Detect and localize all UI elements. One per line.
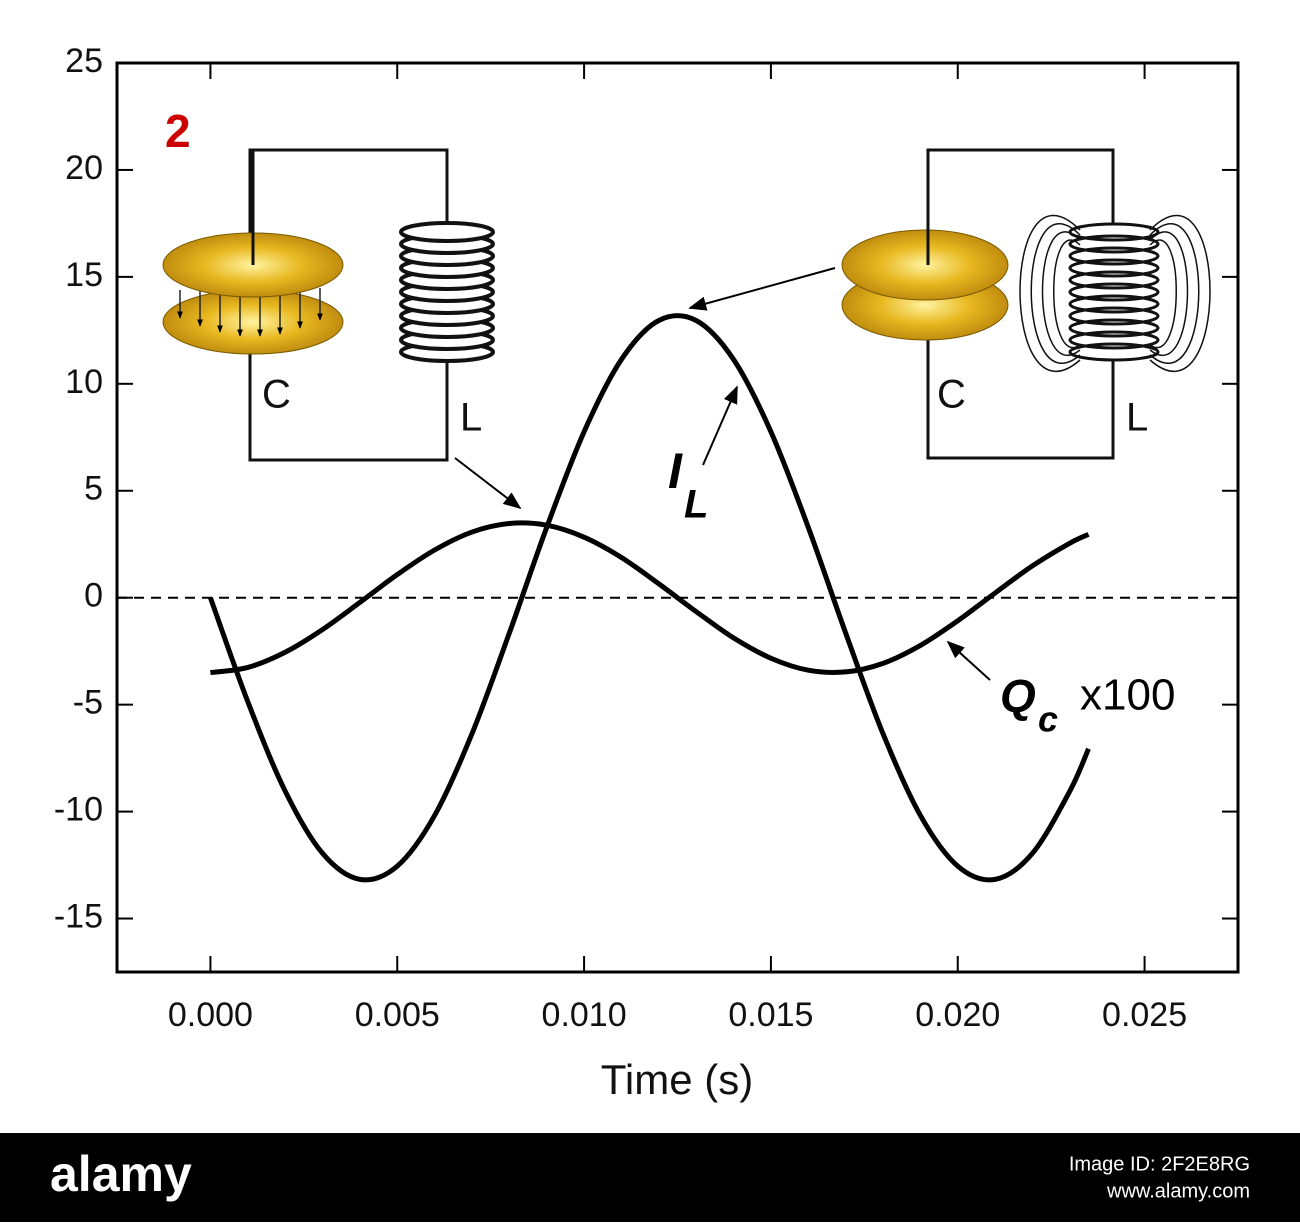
data-line xyxy=(210,520,1090,676)
y-tick-label: 0 xyxy=(84,577,103,615)
annotation-suffix: x100 xyxy=(1080,671,1175,720)
circuit-label: L xyxy=(460,396,482,440)
x-tick-label: 0.020 xyxy=(915,996,1000,1034)
y-tick-label: 25 xyxy=(65,42,103,80)
annotation-sub: L xyxy=(684,483,708,527)
circuit-left xyxy=(162,148,495,462)
x-tick-label: 0.010 xyxy=(542,996,627,1034)
x-axis-label: Time (s) xyxy=(601,1056,753,1103)
y-tick-label: 20 xyxy=(65,149,103,187)
annotation-sub: c xyxy=(1038,699,1058,740)
x-tick-label: 0.025 xyxy=(1102,996,1187,1034)
y-tick-label: -5 xyxy=(73,684,103,722)
plot-area: -15 -10 -5 0 5 10 15 20 25 0.000 0.005 0.010 0.015 0.… xyxy=(54,42,1240,1034)
y-tick-label: 5 xyxy=(84,470,103,508)
watermark-brand: alamy xyxy=(50,1146,192,1202)
watermark-bar xyxy=(0,1133,1300,1222)
circuit-right xyxy=(841,148,1211,460)
watermark-url: www.alamy.com xyxy=(1106,1180,1250,1202)
data-line xyxy=(208,313,1091,883)
chart-title: 2 xyxy=(165,105,191,157)
x-tick-label: 0.005 xyxy=(355,996,440,1034)
annotation: I xyxy=(668,443,683,499)
annotation: Q xyxy=(1000,670,1036,722)
circuit-label: C xyxy=(262,373,291,417)
watermark-id: Image ID: 2F2E8RG xyxy=(1069,1153,1250,1175)
y-tick-label: -15 xyxy=(54,898,103,936)
circuit-label: L xyxy=(1126,396,1148,440)
x-tick-label: 0.000 xyxy=(168,996,253,1034)
x-tick-label: 0.015 xyxy=(728,996,813,1034)
y-tick-label: 15 xyxy=(65,256,103,294)
arrows xyxy=(454,267,991,681)
y-tick-label: 10 xyxy=(65,363,103,401)
y-tick-label: -10 xyxy=(54,791,103,829)
plot-frame xyxy=(115,61,1240,974)
circuit-label: C xyxy=(937,373,966,417)
